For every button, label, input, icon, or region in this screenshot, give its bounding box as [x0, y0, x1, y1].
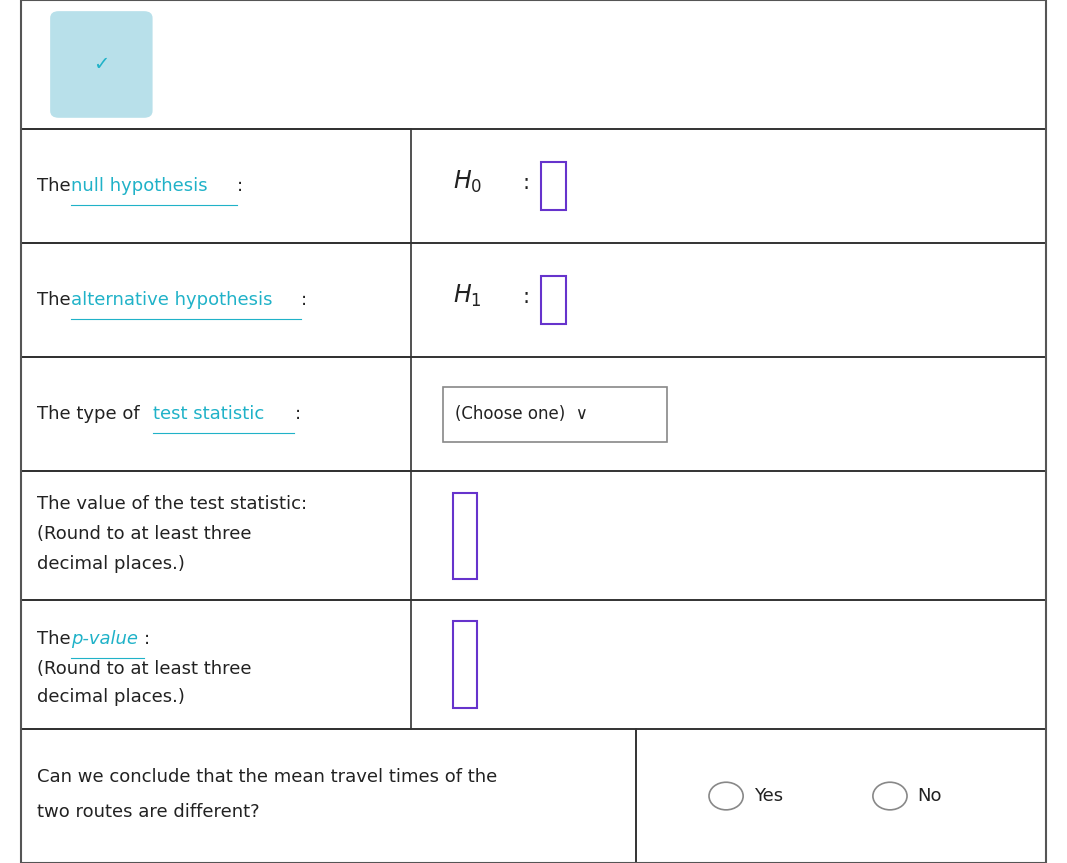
Text: :: : [523, 173, 529, 193]
Text: :: : [294, 405, 301, 423]
Text: alternative hypothesis: alternative hypothesis [71, 291, 273, 309]
Text: Can we conclude that the mean travel times of the: Can we conclude that the mean travel tim… [37, 768, 497, 786]
Text: (Choose one)  ∨: (Choose one) ∨ [456, 405, 588, 423]
Text: No: No [918, 787, 942, 805]
Text: The type of: The type of [37, 405, 146, 423]
Text: (Round to at least three: (Round to at least three [37, 525, 252, 543]
Text: $H_1$: $H_1$ [453, 283, 482, 309]
Text: Yes: Yes [753, 787, 783, 805]
Text: ✓: ✓ [93, 55, 110, 74]
Text: :: : [237, 177, 243, 195]
Text: null hypothesis: null hypothesis [71, 177, 208, 195]
Text: (Round to at least three: (Round to at least three [37, 660, 252, 678]
Text: The: The [37, 291, 77, 309]
Text: The: The [37, 177, 77, 195]
Text: p-value: p-value [71, 630, 139, 648]
FancyBboxPatch shape [50, 11, 153, 118]
Text: :: : [144, 630, 150, 648]
Text: decimal places.): decimal places.) [37, 689, 186, 707]
Text: two routes are different?: two routes are different? [37, 803, 260, 821]
Text: $H_0$: $H_0$ [453, 168, 482, 195]
Text: :: : [301, 291, 307, 309]
Text: :: : [523, 287, 529, 307]
Text: The: The [37, 630, 77, 648]
Text: test statistic: test statistic [153, 405, 264, 423]
Text: decimal places.): decimal places.) [37, 555, 186, 573]
Text: The value of the test statistic:: The value of the test statistic: [37, 494, 307, 513]
